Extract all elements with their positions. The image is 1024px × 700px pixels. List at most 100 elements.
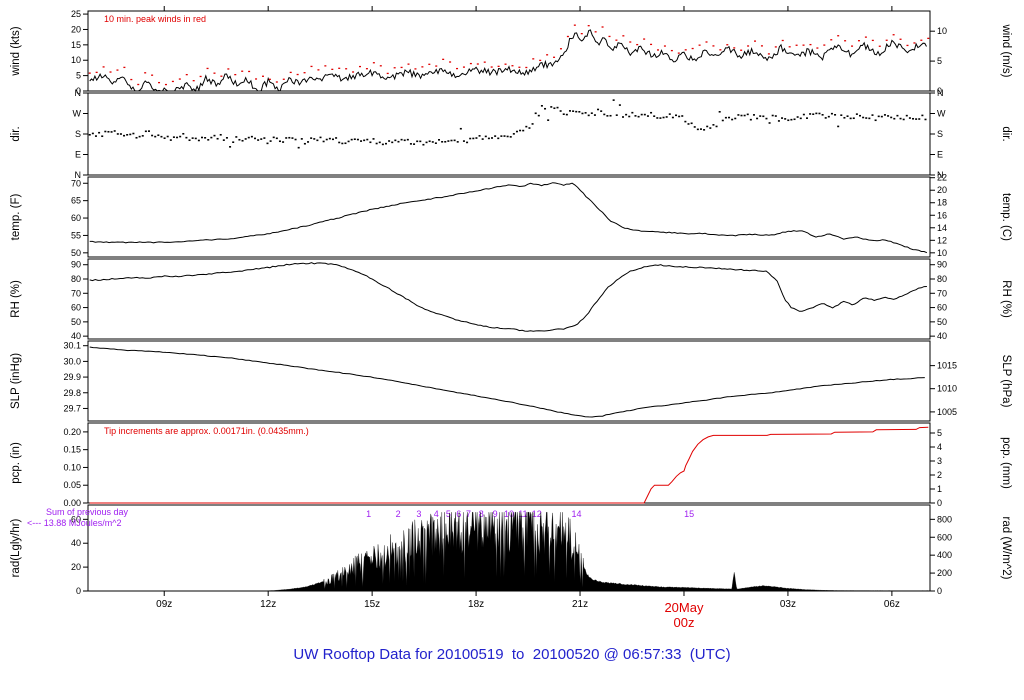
wind-direction-dot — [456, 141, 459, 143]
wind-direction-dot — [665, 116, 668, 118]
dir-left-tick-label: N — [75, 170, 82, 180]
wind-peaks-dot — [497, 65, 500, 68]
wind-peaks-dot — [331, 68, 334, 71]
wind-direction-dot — [821, 114, 824, 116]
rh-left-tick-label: 90 — [71, 260, 81, 270]
wind-peaks-dot — [282, 78, 285, 80]
wind-peaks-dot — [892, 34, 895, 36]
wind-direction-dot — [494, 135, 497, 137]
wind-direction-dot — [706, 125, 709, 128]
wind-direction-dot — [653, 115, 656, 117]
wind-peaks-dot — [144, 72, 147, 74]
wind-direction-dot — [466, 141, 469, 144]
wind-direction-dot — [506, 135, 509, 138]
wind-peaks-dot — [719, 49, 722, 51]
dir-right-tick-label: N — [937, 88, 944, 98]
wind-direction-dot — [771, 114, 774, 117]
wind-direction-dot — [272, 136, 275, 139]
wind-direction-dot — [544, 107, 547, 110]
wind-direction-dot — [91, 132, 94, 135]
pcp-right-tick-label: 5 — [937, 428, 942, 438]
wind-direction-dot — [360, 140, 363, 142]
wind-direction-dot — [469, 137, 472, 140]
wind-direction-dot — [104, 130, 107, 133]
rh-right-tick-label: 50 — [937, 317, 947, 327]
wind-direction-dot — [225, 137, 228, 139]
wind-peaks-dot — [691, 47, 694, 50]
wind-direction-dot — [400, 138, 403, 141]
pcp-panel: 0.20 0.15 0.10 0.05 0.00 5 4 3 2 1 0 pcp. (in) pcp. … — [10, 422, 1012, 508]
wind-direction-dot — [487, 137, 490, 140]
wind-peaks-dot — [178, 78, 181, 80]
temp-left-axis-label: temp. (F) — [10, 194, 22, 241]
wind-direction-dot — [537, 114, 540, 117]
wind-direction-dot — [416, 140, 419, 143]
pcp-note: Tip increments are approx. 0.00171in. (0… — [104, 426, 309, 436]
wind-direction-dot — [278, 140, 281, 143]
wind-direction-dot — [568, 110, 571, 112]
wind-direction-dot — [310, 137, 313, 139]
wind-direction-dot — [157, 134, 160, 137]
wind-direction-dot — [534, 112, 537, 115]
wind-peaks-dot — [795, 44, 798, 46]
slp-frame — [87, 340, 931, 422]
wind-direction-dot — [781, 117, 784, 119]
wind-direction-dot — [812, 113, 815, 116]
rad-hour-mark: 14 — [572, 509, 582, 519]
slp-right-axis-label: SLP (hPa) — [1000, 355, 1012, 408]
wind-direction-dot — [883, 114, 886, 116]
slp-right-tick-label: 1010 — [937, 384, 957, 394]
rad-right-tick-label: 400 — [937, 550, 952, 560]
wind-left-tick-label: 25 — [71, 9, 81, 19]
rad-hour-mark: 1 — [366, 509, 371, 519]
wind-direction-dot — [865, 117, 868, 119]
wind-direction-dot — [675, 114, 678, 117]
rad-hour-mark: 9 — [493, 509, 498, 519]
wind-peaks-dot — [421, 66, 424, 68]
wind-frame — [87, 10, 931, 92]
pcp-right-tick-label: 1 — [937, 484, 942, 494]
wind-direction-dot — [693, 126, 696, 128]
wind-direction-dot — [603, 113, 606, 116]
wind-direction-dot — [612, 99, 615, 101]
wind-direction-dot — [388, 140, 391, 142]
wind-direction-dot — [703, 129, 706, 131]
relative-humidity-line — [89, 262, 927, 332]
wind-direction-dot — [444, 140, 447, 143]
wind-direction-dot — [406, 138, 409, 141]
wind-peaks-dot — [220, 75, 223, 77]
wind-direction-dot — [862, 116, 865, 119]
wind-peaks-dot — [636, 43, 639, 46]
wind-direction-dot — [590, 112, 593, 114]
wind-direction-dot — [169, 139, 172, 141]
wind-direction-dot — [762, 115, 765, 118]
rad-sum-note: Sum of previous day — [46, 507, 129, 517]
rad-right-tick-label: 0 — [937, 586, 942, 596]
wind-direction-dot — [275, 137, 278, 140]
slp-left-tick-label: 30.0 — [63, 356, 81, 366]
rad-hour-mark: 10 — [504, 509, 514, 519]
wind-direction-dot — [422, 143, 425, 146]
wind-direction-dot — [843, 116, 846, 119]
wind-direction-dot — [375, 142, 378, 145]
wind-peaks-dot — [483, 61, 486, 63]
wind-peaks-dot — [268, 78, 271, 80]
wind-peaks-dot — [255, 78, 258, 80]
wind-peaks-dot — [587, 25, 590, 27]
wind-direction-dot — [331, 138, 334, 141]
wind-peaks-dot — [698, 44, 701, 46]
wind-peaks-dot — [788, 46, 791, 48]
wind-direction-dot — [921, 114, 924, 117]
rad-hour-mark: 6 — [456, 509, 461, 519]
wind-peaks-dot — [88, 72, 91, 74]
wind-peaks-dot — [414, 68, 417, 70]
wind-direction-dot — [238, 138, 241, 141]
x-tick-label: 21z — [572, 599, 588, 610]
wind-direction-dot — [637, 115, 640, 118]
rad-right-tick-label: 600 — [937, 532, 952, 542]
wind-peaks-dot — [913, 42, 916, 44]
wind-peaks-dot — [303, 72, 306, 74]
wind-direction-dot — [141, 135, 144, 137]
wind-direction-dot — [110, 131, 113, 133]
